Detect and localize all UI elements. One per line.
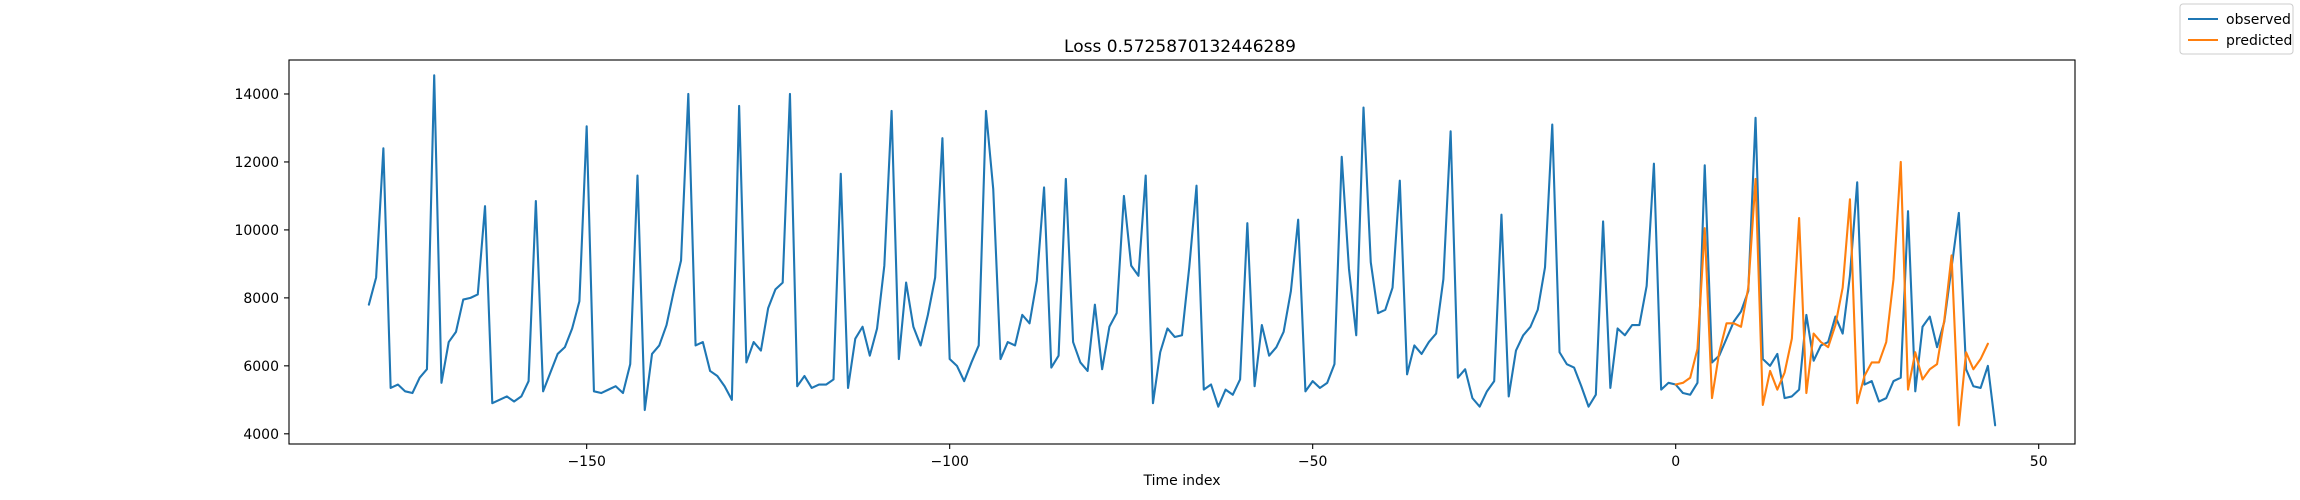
x-axis: −150 −100 −50 0 50	[567, 444, 2048, 470]
y-axis: 4000 6000 8000 10000 12000 14000	[234, 87, 289, 443]
x-tick-label: −150	[567, 454, 605, 470]
series-layer	[367, 74, 1997, 427]
legend: observed predicted	[2179, 3, 2294, 55]
legend-label-predicted: predicted	[2226, 33, 2292, 49]
y-tick-label: 8000	[243, 291, 279, 307]
y-tick-label: 12000	[234, 155, 279, 171]
legend-label-observed: observed	[2226, 12, 2291, 28]
series-line-observed	[367, 74, 1997, 427]
x-tick-label: 50	[2030, 454, 2048, 470]
x-tick-label: 0	[1671, 454, 1680, 470]
y-tick-label: 4000	[243, 427, 279, 443]
legend-box	[2179, 3, 2294, 55]
y-tick-label: 6000	[243, 359, 279, 375]
x-axis-label: Time index	[1142, 473, 1220, 489]
y-tick-label: 14000	[234, 87, 279, 103]
y-tick-label: 10000	[234, 223, 279, 239]
chart-title: Loss 0.5725870132446289	[1064, 37, 1296, 57]
plot-area-frame	[288, 59, 2076, 445]
series-line-predicted	[1674, 160, 1989, 427]
x-tick-label: −50	[1298, 454, 1328, 470]
x-tick-label: −100	[930, 454, 968, 470]
